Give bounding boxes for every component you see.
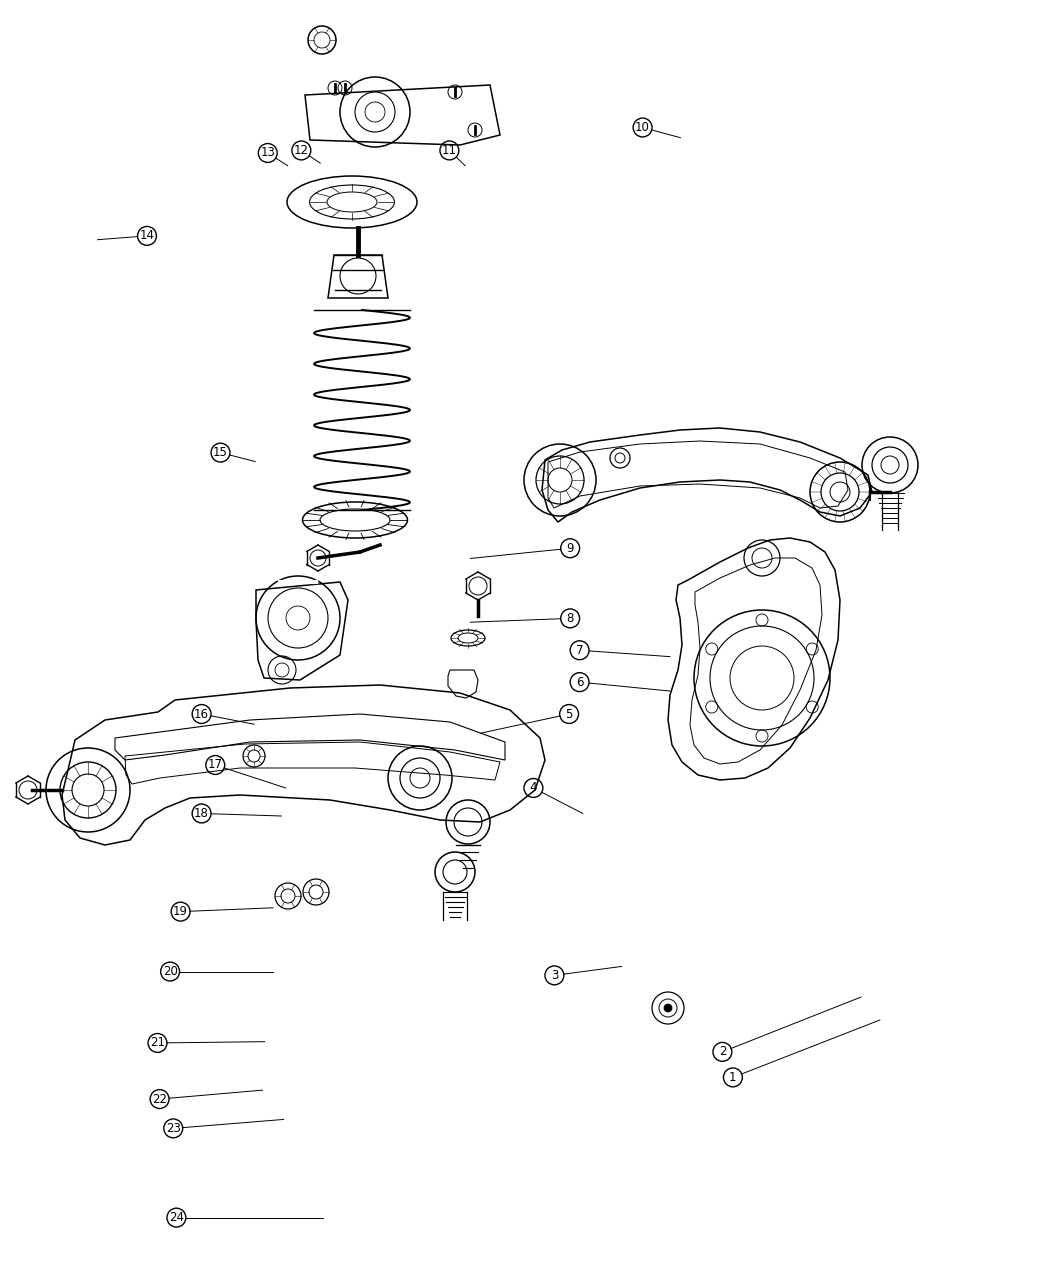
Text: 21: 21 bbox=[150, 1037, 165, 1049]
Text: 14: 14 bbox=[140, 230, 154, 242]
Text: 10: 10 bbox=[635, 121, 650, 134]
Text: 23: 23 bbox=[166, 1122, 181, 1135]
Text: 4: 4 bbox=[529, 782, 538, 794]
Text: 12: 12 bbox=[294, 144, 309, 157]
Text: 7: 7 bbox=[575, 644, 584, 657]
Text: 1: 1 bbox=[729, 1071, 737, 1084]
Text: 11: 11 bbox=[442, 144, 457, 157]
Text: 17: 17 bbox=[208, 759, 223, 771]
Text: 15: 15 bbox=[213, 446, 228, 459]
Text: 2: 2 bbox=[718, 1046, 727, 1058]
Text: 18: 18 bbox=[194, 807, 209, 820]
Text: 24: 24 bbox=[169, 1211, 184, 1224]
Text: 20: 20 bbox=[163, 965, 177, 978]
Text: 9: 9 bbox=[566, 542, 574, 555]
Circle shape bbox=[664, 1003, 672, 1012]
Text: 5: 5 bbox=[565, 708, 573, 720]
Text: 6: 6 bbox=[575, 676, 584, 688]
Text: 3: 3 bbox=[550, 969, 559, 982]
Text: 8: 8 bbox=[566, 612, 574, 625]
Text: 13: 13 bbox=[260, 147, 275, 159]
Text: 16: 16 bbox=[194, 708, 209, 720]
Text: 19: 19 bbox=[173, 905, 188, 918]
Text: 22: 22 bbox=[152, 1093, 167, 1105]
